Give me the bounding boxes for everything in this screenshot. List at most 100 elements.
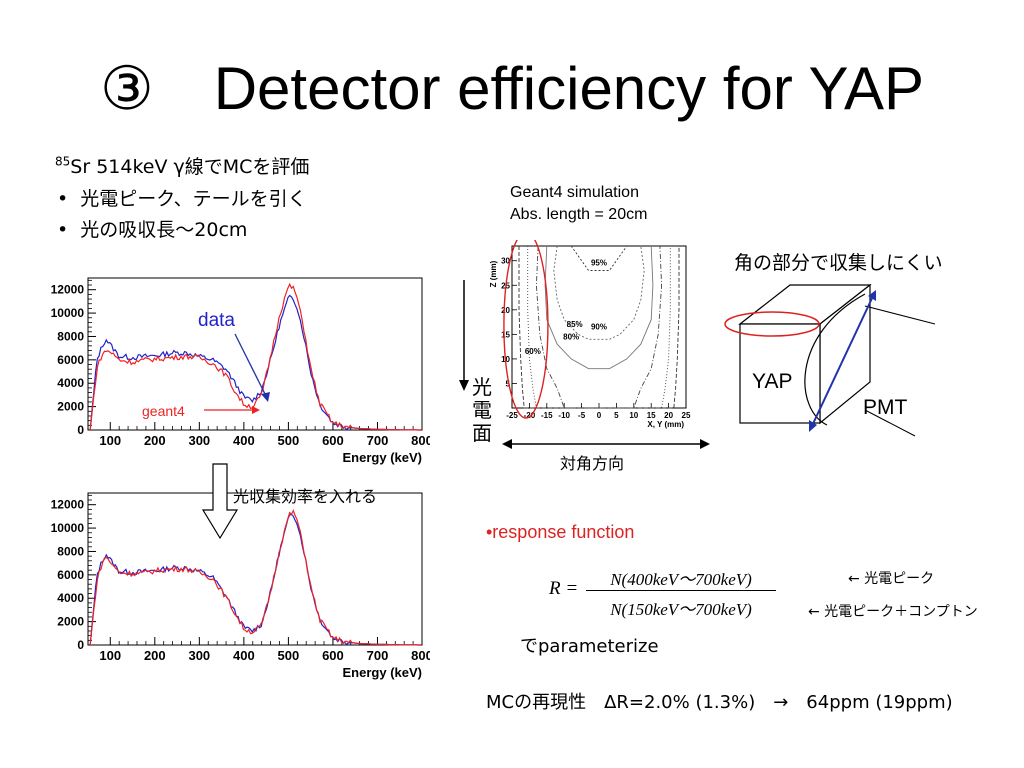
mc-reproducibility: MCの再現性 ΔR=2.0% (1.3%) → 64ppm (19ppm) — [486, 692, 953, 713]
y-tick-label: 10000 — [51, 306, 85, 320]
data-annotation-arrow — [234, 333, 268, 399]
contour-x-tick-label: -25 — [506, 411, 518, 420]
x-tick-label: 800 — [411, 648, 430, 663]
contour-x-tick-label: -15 — [541, 411, 553, 420]
pc-char-1: 光 — [472, 375, 492, 399]
y-tick-label: 0 — [77, 423, 84, 437]
contour-y-tick-label: 20 — [501, 306, 510, 315]
bullet-2-text: 光の吸収長～20cm — [80, 219, 248, 241]
contour-x-tick-label: 0 — [597, 411, 602, 420]
contour-x-tick-label: 15 — [647, 411, 656, 420]
x-axis-label: Energy (keV) — [343, 665, 422, 680]
spectrum-chart-bottom: 100 200 300 400 500 600 700 8000200040006000800… — [51, 492, 430, 680]
spectrum-chart-top: 100 200 300 400 500 600 700 8000200040006000800… — [51, 277, 430, 465]
numerator-note: ← 光電ピーク — [848, 571, 935, 587]
formula-numerator: N(400keV～700keV) — [610, 570, 752, 589]
y-tick-label: 0 — [77, 638, 84, 652]
contour-95 — [570, 245, 628, 271]
contour-x-tick-label: 5 — [614, 411, 619, 420]
y-tick-label: 4000 — [57, 591, 84, 605]
bullet-1-text: 光電ピーク、テールを引く — [80, 188, 307, 210]
y-tick-label: 4000 — [57, 376, 84, 390]
contour-x-tick-label: 20 — [664, 411, 673, 420]
formula-lhs: R = — [549, 578, 579, 599]
contour-x-tick-label: 25 — [682, 411, 691, 420]
contour-85 — [544, 245, 654, 370]
contour-60 — [518, 246, 680, 409]
diagonal-arrowhead-low — [809, 420, 817, 432]
x-tick-label: 700 — [367, 433, 389, 448]
x-tick-label: 700 — [367, 648, 389, 663]
contour-90 — [553, 245, 645, 340]
x-tick-label: 800 — [411, 433, 430, 448]
x-axis-label: Energy (keV) — [343, 450, 422, 465]
pmt-line-top — [864, 305, 936, 325]
diagonal-direction-label: 対角方向 — [560, 456, 625, 473]
contour-x-tick-label: -20 — [524, 411, 536, 420]
contour-x-axis-label: X, Y (mm) — [647, 420, 684, 429]
horizontal-double-arrow — [502, 439, 710, 449]
pc-char-3: 面 — [472, 421, 492, 445]
y-tick-label: 12000 — [51, 498, 85, 512]
intro-text: Sr 514keV γ線でMCを評価 — [70, 156, 310, 178]
edge-highlight-ellipse — [503, 240, 549, 419]
y-tick-label: 8000 — [57, 544, 84, 558]
x-tick-label: 400 — [233, 648, 255, 663]
plot-frame — [87, 277, 423, 431]
hollow-down-arrow — [201, 463, 239, 540]
parameterize-label: でparameterize — [520, 636, 659, 657]
pmt-label: PMT — [863, 396, 908, 419]
x-tick-label: 300 — [188, 648, 210, 663]
x-tick-label: 200 — [144, 433, 166, 448]
contour-label: 80% — [563, 332, 579, 341]
contour-y-tick-label: 5 — [506, 379, 511, 388]
isotope-mass: 85 — [55, 154, 71, 169]
y-tick-label: 8000 — [57, 329, 84, 343]
contour-label: 60% — [525, 347, 541, 356]
plot-frame — [87, 492, 423, 646]
yap-label: YAP — [752, 370, 793, 393]
sim-label-1: Geant4 simulation — [510, 184, 639, 201]
contour-y-tick-label: 30 — [501, 257, 510, 266]
intro-line: 85Sr 514keV γ線でMCを評価 — [55, 152, 309, 179]
contour-x-tick-label: 10 — [629, 411, 638, 420]
crystal-front-face — [739, 323, 821, 424]
bullet-2: • 光の吸収長～20cm — [57, 219, 248, 241]
photocathode-label: 光 電 面 — [470, 376, 494, 445]
series-geant4 — [89, 509, 422, 646]
pmt-line-bottom — [864, 409, 916, 437]
geant4-annotation-arrowhead — [252, 406, 260, 414]
response-function-label: •response function — [486, 522, 635, 542]
x-tick-label: 100 — [99, 433, 121, 448]
formula-denominator: N(150keV～700keV) — [610, 600, 752, 619]
slide-title: ③ Detector efficiency for YAP — [99, 55, 925, 122]
contour-y-tick-label: 15 — [501, 330, 510, 339]
pc-char-2: 電 — [472, 398, 492, 422]
diagonal-arrow — [810, 293, 875, 429]
fraction-bar — [586, 590, 776, 591]
x-tick-label: 300 — [188, 433, 210, 448]
corner-highlight-ellipse — [724, 311, 820, 337]
corner-label: 角の部分で収集しにくい — [734, 252, 943, 274]
vertical-arrow — [459, 280, 469, 391]
series-geant4 — [89, 282, 422, 431]
diagonal-arrowhead-high — [868, 290, 876, 301]
y-tick-label: 10000 — [51, 521, 85, 535]
x-tick-label: 100 — [99, 648, 121, 663]
y-tick-label: 6000 — [57, 568, 84, 582]
contour-x-tick-label: -5 — [578, 411, 586, 420]
x-tick-label: 500 — [278, 648, 300, 663]
data-annotation: data — [198, 310, 235, 331]
denominator-note: ← 光電ピーク＋コンプトン — [808, 604, 978, 620]
contour-y-axis-label: Z (mm) — [489, 260, 498, 287]
x-tick-label: 400 — [233, 433, 255, 448]
contour-label: 85% — [567, 320, 583, 329]
y-tick-label: 2000 — [57, 615, 84, 629]
x-tick-label: 600 — [322, 433, 344, 448]
y-tick-label: 2000 — [57, 400, 84, 414]
contour-frame — [511, 245, 687, 409]
arrow-label: 光収集効率を入れる — [233, 489, 378, 506]
x-tick-label: 500 — [278, 433, 300, 448]
x-tick-label: 600 — [322, 648, 344, 663]
bullet-1: • 光電ピーク、テールを引く — [57, 188, 307, 210]
